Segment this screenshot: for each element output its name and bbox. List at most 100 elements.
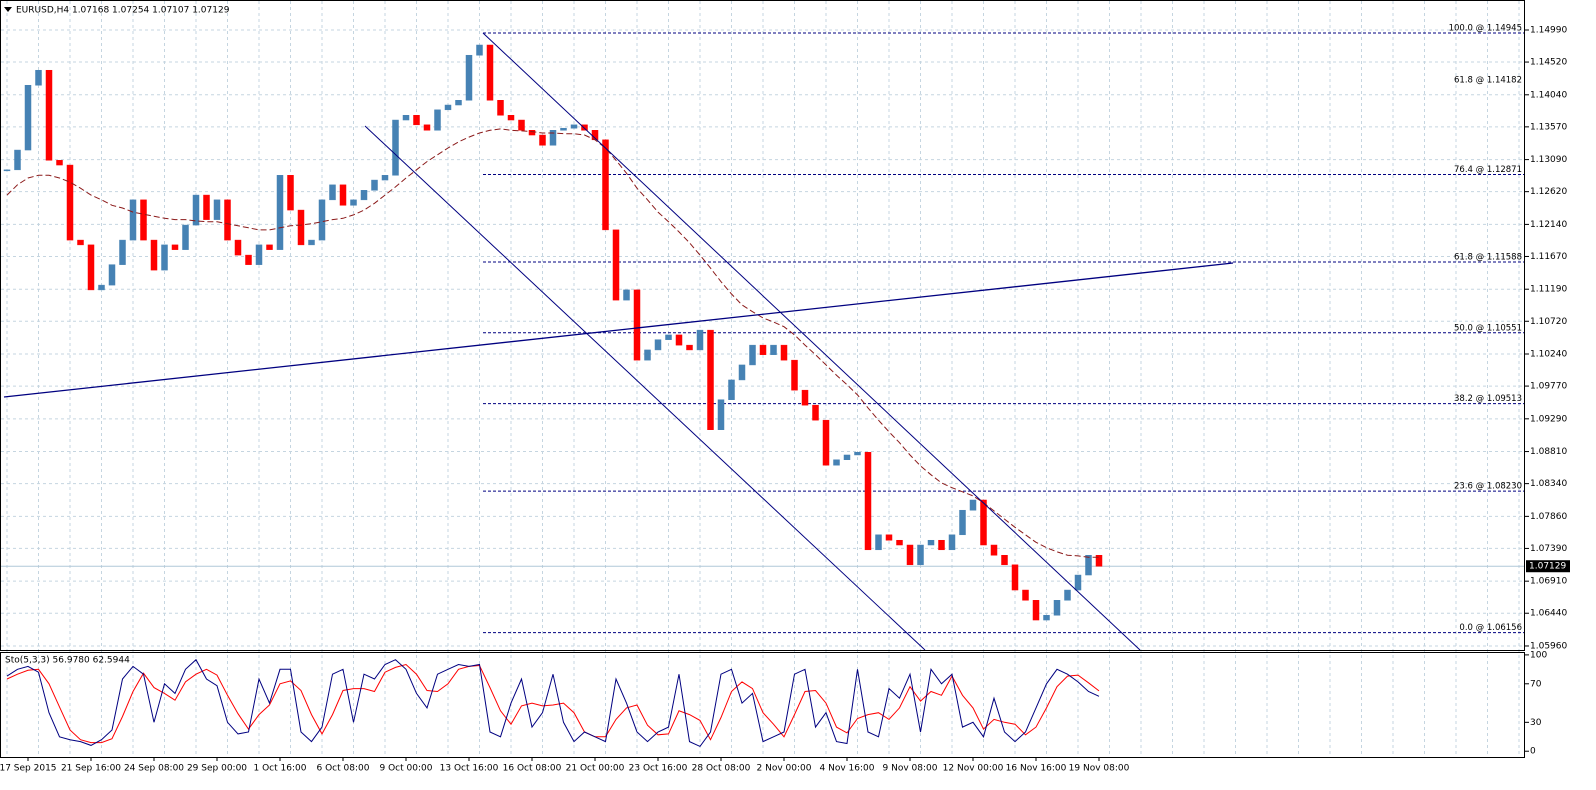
candle xyxy=(203,194,210,220)
x-tick-label: 13 Oct 16:00 xyxy=(440,764,499,774)
y-tick-label: 1.10720 xyxy=(1530,317,1567,327)
candle xyxy=(801,389,809,406)
y-tick-label: 1.06910 xyxy=(1530,577,1567,587)
candle xyxy=(780,344,788,361)
candle xyxy=(539,134,546,146)
candle xyxy=(896,539,903,546)
candle xyxy=(182,224,189,250)
candle xyxy=(213,199,221,220)
candle xyxy=(140,199,147,241)
candle xyxy=(644,349,651,361)
candle xyxy=(486,44,494,101)
candle xyxy=(570,124,578,129)
y-tick-label: 1.12140 xyxy=(1530,220,1567,230)
candle xyxy=(497,100,504,116)
y-tick-label: 1.11670 xyxy=(1530,252,1567,262)
candle xyxy=(717,399,725,430)
candle xyxy=(770,344,777,355)
fib-label: 50.0 @ 1.10551 xyxy=(1454,323,1522,333)
candle xyxy=(1022,589,1029,601)
candle xyxy=(560,127,567,131)
candle xyxy=(906,544,914,566)
x-tick-label: 9 Nov 08:00 xyxy=(883,764,938,774)
y-tick-label: 1.11190 xyxy=(1530,285,1567,295)
y-tick-label: 100 xyxy=(1530,650,1547,660)
candle xyxy=(129,199,137,241)
stochastic-line xyxy=(6,663,1100,744)
y-tick-label: 1.13090 xyxy=(1530,155,1567,165)
y-tick-label: 1.13570 xyxy=(1530,122,1567,132)
x-tick-label: 16 Nov 16:00 xyxy=(1006,764,1067,774)
candle xyxy=(980,499,987,546)
candle xyxy=(287,175,294,211)
candle xyxy=(255,244,263,265)
y-tick-label: 1.07390 xyxy=(1530,544,1567,554)
x-tick-label: 9 Oct 00:00 xyxy=(380,764,433,774)
candle xyxy=(234,239,242,256)
candle xyxy=(224,199,231,241)
candle xyxy=(45,69,53,161)
candle xyxy=(14,149,21,171)
candle xyxy=(654,339,662,351)
x-tick-label: 29 Sep 00:00 xyxy=(187,764,247,774)
x-tick-label: 4 Nov 16:00 xyxy=(820,764,875,774)
candle xyxy=(192,194,200,226)
channel-line xyxy=(482,32,1141,651)
candle xyxy=(623,289,630,301)
candle xyxy=(959,509,966,536)
y-tick-label: 1.14520 xyxy=(1530,58,1567,68)
candle xyxy=(360,190,368,201)
plot: 100.0 @ 1.14945 61.8 @ 1.14182 76.4 @ 1.12… xyxy=(1,24,1525,748)
candle xyxy=(696,329,704,351)
candle xyxy=(686,344,693,351)
y-tick-label: 1.08340 xyxy=(1530,479,1567,489)
x-tick-label: 16 Oct 08:00 xyxy=(503,764,562,774)
moving-average xyxy=(6,128,1099,558)
chart-title: EURUSD,H4 1.07168 1.07254 1.07107 1.0712… xyxy=(16,6,230,16)
x-tick-label: 17 Sep 2015 xyxy=(0,764,57,774)
sub-frame xyxy=(0,652,1525,758)
y-tick-label: 1.09290 xyxy=(1530,414,1567,424)
x-tick-label: 2 Nov 00:00 xyxy=(757,764,812,774)
x-tick-label: 24 Sep 08:00 xyxy=(124,764,184,774)
candle xyxy=(402,115,410,121)
candle xyxy=(444,104,452,111)
fib-label: 61.8 @ 1.11588 xyxy=(1454,253,1522,263)
candle xyxy=(339,184,347,206)
y-tick-label: 1.06440 xyxy=(1530,609,1567,619)
candle xyxy=(1011,564,1019,591)
menu-arrow xyxy=(4,7,12,12)
candle xyxy=(108,264,116,286)
y-tick-label: 1.07860 xyxy=(1530,512,1567,522)
candle xyxy=(917,544,924,566)
candle xyxy=(434,109,441,131)
candle xyxy=(3,169,11,172)
candle xyxy=(812,404,819,421)
candle xyxy=(1032,600,1040,621)
candle xyxy=(738,364,746,381)
candle xyxy=(1043,615,1050,621)
candle xyxy=(56,160,63,166)
fib-label: 23.6 @ 1.08230 xyxy=(1454,482,1522,492)
candle xyxy=(675,334,683,346)
y-tick-label: 1.08810 xyxy=(1530,447,1567,457)
y-tick-label: 1.05960 xyxy=(1530,641,1567,651)
candle xyxy=(518,119,525,131)
candle xyxy=(381,175,389,181)
y-tick-label: 1.09770 xyxy=(1530,382,1567,392)
stochastic-line xyxy=(6,658,1100,748)
candle xyxy=(885,534,893,541)
candle xyxy=(1074,574,1082,591)
candle xyxy=(308,239,315,246)
fib-label: 38.2 @ 1.09513 xyxy=(1454,394,1522,404)
fib-label: 0.0 @ 1.06156 xyxy=(1459,623,1522,633)
x-tick-label: 19 Nov 08:00 xyxy=(1069,764,1130,774)
candle xyxy=(87,244,95,291)
candle xyxy=(728,379,735,400)
y-tick-label: 1.14990 xyxy=(1530,25,1567,35)
candle xyxy=(1053,600,1061,616)
candle xyxy=(371,179,378,191)
candle xyxy=(455,100,462,106)
fib-label: 61.8 @ 1.14182 xyxy=(1454,76,1522,86)
